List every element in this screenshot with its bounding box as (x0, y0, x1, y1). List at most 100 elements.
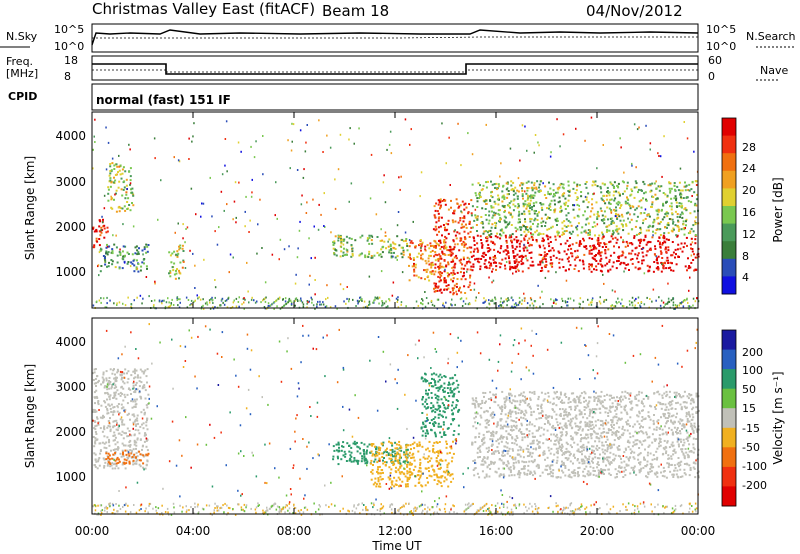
power-cell (515, 236, 518, 239)
power-cell (454, 243, 456, 246)
power-cell (563, 250, 566, 253)
power-cell (470, 255, 473, 258)
velocity-cell (438, 405, 441, 408)
power-cell (452, 240, 455, 243)
power-cell (490, 240, 493, 243)
velocity-cell (508, 399, 511, 402)
power-cell (506, 245, 509, 247)
velocity-cell (116, 389, 119, 392)
power-cell (289, 167, 291, 170)
power-cell (337, 168, 340, 171)
velocity-cell (591, 421, 593, 423)
velocity-cell (674, 467, 677, 469)
velocity-cell (481, 470, 484, 473)
power-cell (110, 259, 113, 261)
power-cell (614, 290, 616, 293)
velocity-cell (390, 461, 393, 464)
power-cell (685, 218, 688, 221)
power-cell (539, 180, 542, 183)
velocity-cell (98, 457, 101, 459)
power-cell (335, 254, 338, 257)
velocity-cell (123, 372, 126, 375)
power-cell (153, 304, 155, 307)
power-cell (417, 276, 420, 279)
velocity-cell (112, 406, 115, 409)
power-cell (350, 255, 353, 258)
power-cell (490, 264, 493, 267)
velocity-cell (432, 406, 435, 408)
power-cell (122, 255, 125, 258)
power-cell (445, 246, 448, 249)
power-cell (605, 246, 608, 248)
power-cell (572, 208, 575, 211)
velocity-cell (440, 476, 443, 479)
power-cell (658, 155, 660, 157)
power-cell (275, 299, 278, 302)
power-cell (432, 264, 435, 266)
power-cell (543, 194, 546, 196)
velocity-cell (516, 400, 519, 403)
velocity-cell (616, 430, 619, 432)
power-cell (692, 304, 694, 307)
power-cell (650, 206, 653, 208)
power-cell (544, 225, 547, 227)
power-cell (113, 168, 116, 170)
velocity-cell (629, 448, 632, 451)
power-cell (450, 206, 452, 209)
velocity-cell (381, 469, 384, 471)
velocity-cell (376, 461, 379, 464)
power-cell (97, 264, 100, 267)
velocity-cell (614, 405, 617, 408)
velocity-cell (93, 382, 96, 385)
power-cell (480, 216, 483, 218)
power-cell (606, 198, 609, 201)
power-cell (408, 279, 411, 282)
power-cell (479, 265, 482, 268)
power-cell (554, 194, 556, 197)
velocity-cell (587, 405, 590, 408)
power-cell (523, 249, 526, 252)
power-cell (656, 210, 659, 213)
power-cell (478, 261, 481, 264)
velocity-cell (403, 451, 406, 454)
power-cell (631, 296, 634, 299)
power-cell (415, 300, 418, 303)
power-cell (442, 304, 444, 307)
power-cell (619, 207, 622, 209)
power-cell (690, 247, 692, 250)
velocity-cell (401, 480, 404, 483)
power-cell (558, 200, 561, 203)
power-cell (639, 304, 641, 307)
power-cell (619, 137, 621, 140)
power-cell (452, 269, 455, 272)
power-cell (200, 307, 203, 310)
power-cell (504, 257, 507, 260)
velocity-cell (387, 476, 390, 479)
velocity-cell (103, 386, 106, 389)
power-cell (142, 258, 145, 261)
power-cell (346, 286, 348, 288)
velocity-cell (337, 457, 339, 460)
power-cell (381, 301, 384, 304)
power-cell (463, 217, 466, 220)
power-cell (600, 251, 603, 254)
power-cell (107, 199, 110, 202)
power-cell (124, 170, 127, 173)
velocity-cell (593, 453, 596, 456)
velocity-cell (128, 441, 131, 444)
power-cell (488, 267, 491, 270)
power-cell (465, 297, 468, 300)
power-cell (314, 293, 316, 296)
power-cell (353, 142, 355, 145)
power-cell (692, 259, 695, 261)
velocity-cell (594, 456, 597, 459)
velocity-cell (569, 435, 572, 438)
velocity-cell (510, 474, 513, 477)
power-cell (384, 201, 387, 204)
power-cell (312, 304, 315, 307)
power-cell (504, 226, 507, 229)
velocity-cell (143, 384, 146, 387)
power-cell (167, 306, 170, 309)
power-cell (646, 264, 649, 267)
velocity-cell (500, 436, 502, 438)
